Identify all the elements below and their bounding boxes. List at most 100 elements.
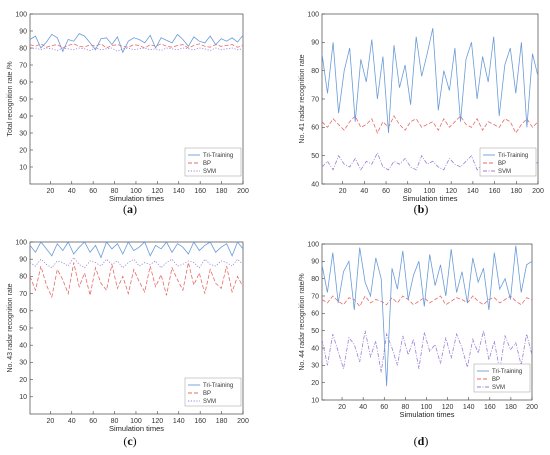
legend: Tri-Training BP SVM [184, 377, 242, 407]
caption-c: (c) [123, 434, 137, 448]
legend-label: BP [498, 161, 506, 167]
x-tick-label: 80 [111, 188, 119, 195]
y-tick-label: 40 [311, 345, 319, 352]
x-tick-label: 120 [152, 188, 164, 195]
y-tick-label: 90 [311, 259, 319, 266]
x-tick-label: 140 [467, 188, 479, 195]
legend: Tri-Training BP SVM [184, 147, 242, 177]
x-tick-label: 20 [46, 418, 54, 425]
x-tick-label: 60 [89, 188, 97, 195]
x-tick-label: 180 [510, 188, 522, 195]
series-line-svm [321, 330, 533, 373]
y-tick-label: 60 [311, 311, 319, 318]
y-tick-label: 50 [311, 328, 319, 335]
x-tick-label: 180 [216, 418, 228, 425]
y-tick-label: 30 [19, 130, 27, 137]
y-axis-label: No. 43 radar recognition rate [7, 283, 14, 372]
caption-d: (d) [413, 434, 429, 448]
x-tick-label: 100 [130, 418, 142, 425]
x-axis-label: Simulation times [109, 424, 164, 433]
x-tick-label: 120 [442, 404, 454, 411]
y-tick-label: 90 [19, 28, 27, 35]
y-tick-label: 70 [19, 62, 27, 69]
chart-panel-b: 40 50 60 70 80 90 100 20 40 60 80 100 120 140 160 180 20… [299, 11, 544, 203]
x-tick-label: 180 [505, 404, 517, 411]
y-tick-label: 70 [311, 96, 319, 103]
legend-label: BP [492, 377, 500, 383]
legend-label: Tri-Training [498, 153, 528, 159]
series-line-tri-training [29, 241, 244, 259]
y-tick-label: 100 [307, 241, 319, 248]
legend-label: SVM [203, 169, 216, 175]
series-line-tri-training [321, 245, 533, 387]
x-axis-label: Simulation times [402, 194, 457, 203]
legend-label: SVM [492, 385, 505, 391]
y-tick-label: 70 [19, 291, 27, 298]
y-tick-label: 50 [19, 96, 27, 103]
x-axis-label: Simulation times [109, 194, 164, 203]
y-tick-label: 40 [19, 113, 27, 120]
y-tick-label: 80 [311, 68, 319, 75]
y-tick-label: 60 [19, 308, 27, 315]
x-tick-label: 60 [380, 404, 388, 411]
chart-panel-a: 10 20 30 40 50 60 70 80 90 100 20 40 60 80 100 120 140 16… [7, 11, 249, 203]
y-tick-label: 10 [311, 397, 319, 404]
x-tick-label: 100 [424, 188, 436, 195]
y-tick-label: 10 [19, 164, 27, 171]
x-tick-label: 200 [237, 188, 249, 195]
y-tick-label: 100 [307, 11, 319, 18]
x-tick-label: 160 [194, 188, 206, 195]
x-axis-label: Simulation times [399, 410, 454, 419]
caption-a: (a) [123, 202, 137, 216]
legend: Tri-Training BP SVM [473, 363, 531, 393]
y-tick-label: 60 [19, 79, 27, 86]
y-tick-label: 90 [311, 40, 319, 47]
chart-panel-c: 10 20 30 40 50 60 70 80 90 100 20 40 60 80 100 120 140 16… [7, 239, 249, 433]
legend-label: Tri-Training [203, 383, 233, 389]
x-tick-label: 60 [89, 418, 97, 425]
y-tick-label: 20 [311, 380, 319, 387]
x-tick-label: 40 [68, 418, 76, 425]
x-tick-label: 200 [526, 404, 538, 411]
x-tick-label: 120 [445, 188, 457, 195]
series-line-tri-training [29, 33, 244, 54]
x-tick-label: 20 [46, 188, 54, 195]
series-line-svm [29, 47, 244, 52]
x-tick-label: 40 [359, 404, 367, 411]
y-tick-label: 50 [19, 325, 27, 332]
x-tick-label: 140 [173, 418, 185, 425]
x-tick-label: 120 [152, 418, 164, 425]
y-tick-label: 80 [311, 276, 319, 283]
x-tick-label: 160 [484, 404, 496, 411]
legend-label: BP [203, 391, 211, 397]
x-tick-label: 180 [216, 188, 228, 195]
x-tick-label: 20 [338, 404, 346, 411]
y-tick-label: 40 [311, 181, 319, 188]
series-line-bp [29, 262, 244, 299]
x-tick-label: 80 [111, 418, 119, 425]
y-tick-label: 100 [15, 239, 27, 246]
y-tick-label: 80 [19, 45, 27, 52]
series-line-bp [29, 43, 244, 49]
caption-b: (b) [413, 202, 429, 216]
x-tick-label: 140 [173, 188, 185, 195]
y-tick-label: 90 [19, 257, 27, 264]
chart-panel-d: 10 20 30 40 50 60 70 80 90 100 20 40 60 80 100 120 140 16… [299, 241, 538, 419]
y-tick-label: 60 [311, 125, 319, 132]
legend-label: Tri-Training [203, 153, 233, 159]
y-tick-label: 50 [311, 153, 319, 160]
y-tick-label: 10 [19, 394, 27, 401]
series-line-tri-training [321, 28, 539, 134]
y-tick-label: 80 [19, 274, 27, 281]
x-tick-label: 140 [463, 404, 475, 411]
y-axis-label: No. 41 radar recognition rate [299, 54, 306, 143]
x-tick-label: 200 [237, 418, 249, 425]
x-tick-label: 40 [360, 188, 368, 195]
legend: Tri-Training BP SVM [479, 147, 537, 177]
y-axis-label: No. 44 radar recognition rate/% [299, 273, 306, 370]
legend-label: BP [203, 161, 211, 167]
y-tick-label: 70 [311, 293, 319, 300]
x-tick-label: 80 [404, 188, 412, 195]
legend-label: SVM [498, 169, 511, 175]
